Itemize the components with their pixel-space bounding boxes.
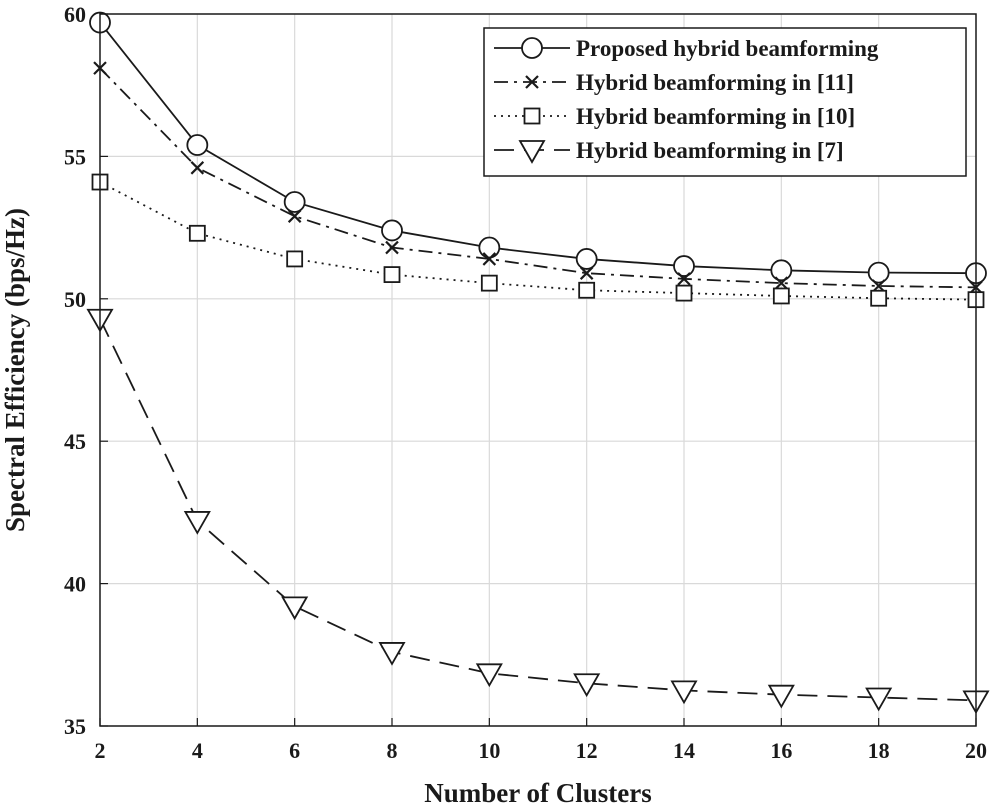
series-line	[99, 318, 977, 702]
data-point-marker	[482, 252, 497, 266]
legend-box	[483, 27, 967, 177]
data-point-marker	[772, 287, 790, 305]
legend-label: Hybrid beamforming in [11]	[576, 70, 854, 95]
data-point-marker	[867, 261, 890, 284]
data-point-marker	[286, 250, 304, 268]
y-tick-label: 35	[64, 714, 86, 739]
data-point-marker	[573, 673, 601, 698]
data-point-marker	[383, 266, 401, 283]
data-point-marker	[575, 248, 598, 270]
x-tick-label: 14	[673, 738, 695, 763]
data-point-marker	[478, 236, 501, 259]
x-tick-label: 18	[868, 738, 890, 763]
data-point-marker	[186, 134, 209, 156]
data-point-marker	[677, 272, 691, 286]
x-tick-label: 20	[965, 738, 987, 763]
y-tick-label: 55	[64, 144, 86, 169]
legend-marker	[523, 107, 541, 125]
data-point-marker	[190, 161, 205, 175]
axes: 2 4 6 8 10 12 14 16 18 20 35 40 45 50 55 60	[64, 2, 987, 763]
data-point-marker	[865, 687, 893, 712]
data-point-marker	[579, 266, 594, 280]
data-point-marker	[578, 281, 596, 299]
data-point-marker	[673, 255, 695, 277]
legend-item: Hybrid beamforming in [10]	[494, 104, 855, 129]
x-tick-label: 12	[576, 738, 598, 763]
data-point-marker	[475, 663, 503, 688]
legend-marker	[521, 37, 543, 59]
data-point-marker	[381, 219, 403, 242]
x-tick-label: 6	[289, 738, 300, 763]
x-tick-label: 16	[770, 738, 792, 763]
data-point-marker	[287, 209, 302, 223]
data-point-marker	[385, 240, 399, 255]
y-tick-label: 60	[64, 2, 86, 27]
legend-label: Hybrid beamforming in [7]	[576, 138, 844, 163]
data-point-marker	[378, 642, 406, 666]
y-tick-label: 45	[64, 429, 86, 454]
legend-label: Proposed hybrid beamforming	[576, 36, 879, 61]
legend-label: Hybrid beamforming in [10]	[576, 104, 855, 129]
legend-item: Hybrid beamforming in [7]	[494, 138, 844, 164]
legend: Proposed hybrid beamforming Hybrid beamfo…	[483, 27, 967, 177]
x-tick-label: 4	[192, 738, 203, 763]
x-tick-label: 8	[387, 738, 398, 763]
series-line	[99, 67, 977, 289]
legend-marker	[525, 75, 539, 89]
x-axis-title: Number of Clusters	[424, 778, 651, 808]
plot-frame	[99, 13, 977, 727]
legend-item: Hybrid beamforming in [11]	[494, 70, 854, 95]
data-point-marker	[281, 596, 309, 621]
data-point-marker	[774, 276, 789, 290]
data-point-marker	[188, 224, 206, 242]
data-point-marker	[480, 274, 498, 292]
y-tick-label: 50	[64, 287, 86, 312]
data-point-marker	[183, 511, 211, 535]
x-tick-label: 2	[95, 738, 106, 763]
y-axis-title: Spectral Efficiency (bps/Hz)	[0, 208, 30, 532]
legend-marker	[518, 140, 546, 164]
data-point-marker	[283, 191, 306, 213]
data-point-marker	[767, 684, 795, 709]
y-tick-label: 40	[64, 572, 86, 597]
data-point-marker	[870, 289, 888, 307]
series-line	[99, 21, 977, 275]
legend-item: Proposed hybrid beamforming	[494, 36, 879, 61]
data-point-marker	[675, 284, 693, 302]
x-tick-label: 10	[478, 738, 500, 763]
data-point-marker	[770, 259, 793, 282]
data-point-marker	[670, 680, 698, 705]
series-line	[99, 181, 977, 301]
